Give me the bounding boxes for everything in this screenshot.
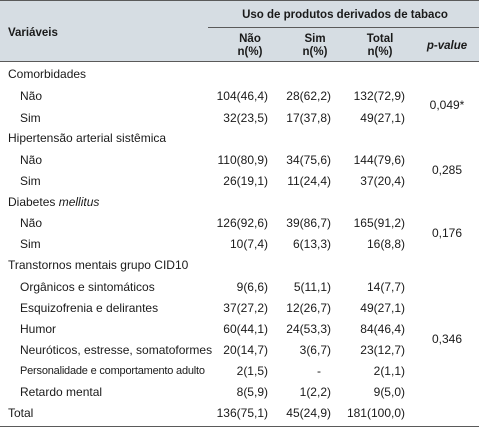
cell-nao: 20(14,7) xyxy=(223,343,268,357)
row-label: Personalidade e comportamento adulto xyxy=(20,365,205,377)
cell-sim: 34(75,6) xyxy=(286,153,331,167)
cell-nao: 60(44,1) xyxy=(223,322,268,336)
col-total-header: Total xyxy=(366,33,394,45)
row-label: Esquizofrenia e delirantes xyxy=(20,301,159,315)
cell-total: 16(8,8) xyxy=(366,237,405,251)
row-label: Sim xyxy=(20,237,41,251)
row-label: Não xyxy=(20,216,43,230)
pvalue-header: p-value xyxy=(426,40,468,52)
cell-sim-dash: - xyxy=(317,364,321,378)
pvalue-cell: 0,285 xyxy=(431,163,463,177)
cell-total: 144(79,6) xyxy=(353,153,405,167)
row-label: Sim xyxy=(20,111,41,125)
cell-total: 132(72,9) xyxy=(353,89,405,103)
cell-total: 49(27,1) xyxy=(360,301,405,315)
cell-total: 14(7,7) xyxy=(366,280,405,294)
cell-total: 49(27,1) xyxy=(360,111,405,125)
cell-sim: 5(11,1) xyxy=(293,280,331,294)
col-sim-header: Sim xyxy=(304,33,326,45)
cell-total: 9(5,0) xyxy=(373,385,405,399)
cell-sim: 11(24,4) xyxy=(287,174,331,188)
section-title: Hipertensão arterial sistêmica xyxy=(8,131,167,145)
col-nao-unit: n(%) xyxy=(237,46,263,58)
cell-sim: 6(13,3) xyxy=(292,237,331,251)
row-label: Não xyxy=(20,153,43,167)
table-header xyxy=(0,0,479,61)
cell-sim: - xyxy=(268,364,331,378)
cell-nao: 104(46,4) xyxy=(216,89,268,103)
cell-nao: 10(7,4) xyxy=(229,237,268,251)
cell-total: 37(20,4) xyxy=(360,174,405,188)
row-label: Neuróticos, estresse, somatoformes xyxy=(20,343,213,357)
cell-sim: 17(37,8) xyxy=(286,111,331,125)
section-title: Diabetes mellitus xyxy=(8,195,99,209)
cell-total: 165(91,2) xyxy=(353,216,405,230)
section-title: Transtornos mentais grupo CID10 xyxy=(8,258,189,272)
cell-nao: 8(5,9) xyxy=(236,385,268,399)
cell-sim: 12(26,7) xyxy=(286,301,331,315)
pvalue-cell: 0,176 xyxy=(431,226,463,240)
cell-nao: 110(80,9) xyxy=(217,153,268,167)
cell-nao: 136(75,1) xyxy=(216,406,268,420)
cell-nao: 26(19,1) xyxy=(223,174,268,188)
cell-sim: 45(24,9) xyxy=(286,406,331,420)
row-label: Orgânicos e sintomáticos xyxy=(20,280,155,294)
section-title-italic: mellitus xyxy=(58,195,100,209)
cell-nao: 32(23,5) xyxy=(223,111,268,125)
row-label: Sim xyxy=(20,174,41,188)
cell-nao: 2(1,5) xyxy=(236,364,268,378)
section-title: Comorbidades xyxy=(8,67,87,81)
cell-sim: 3(6,7) xyxy=(299,343,331,357)
pvalue-cell: 0,049* xyxy=(429,98,465,112)
cell-sim: 24(53,3) xyxy=(286,322,331,336)
col-total-unit: n(%) xyxy=(367,46,393,58)
cell-total: 2(1,1) xyxy=(373,364,405,378)
cell-sim: 1(2,2) xyxy=(299,385,331,399)
cell-nao: 126(92,6) xyxy=(216,216,268,230)
group-header-rule xyxy=(208,27,479,28)
cell-total: 23(12,7) xyxy=(360,343,405,357)
cell-nao: 37(27,2) xyxy=(223,301,268,315)
cell-sim: 39(86,7) xyxy=(286,216,331,230)
row-label: Retardo mental xyxy=(20,385,103,399)
col-nao-header: Não xyxy=(239,33,261,45)
header-bottom-rule xyxy=(0,61,479,62)
col-sim-unit: n(%) xyxy=(302,46,328,58)
cell-sim: 28(62,2) xyxy=(286,89,331,103)
total-label: Total xyxy=(8,406,34,420)
top-rule xyxy=(0,0,479,1)
row-label: Humor xyxy=(20,322,57,336)
group-header: Uso de produtos derivados de tabaco xyxy=(242,9,448,21)
section-title-text: Diabetes xyxy=(8,195,56,209)
cell-total: 181(100,0) xyxy=(346,406,405,420)
variables-header: Variáveis xyxy=(8,27,58,39)
pvalue-cell: 0,346 xyxy=(431,332,463,346)
row-label: Não xyxy=(20,89,43,103)
cell-nao: 9(6,6) xyxy=(236,280,268,294)
cell-total: 84(46,4) xyxy=(360,322,405,336)
